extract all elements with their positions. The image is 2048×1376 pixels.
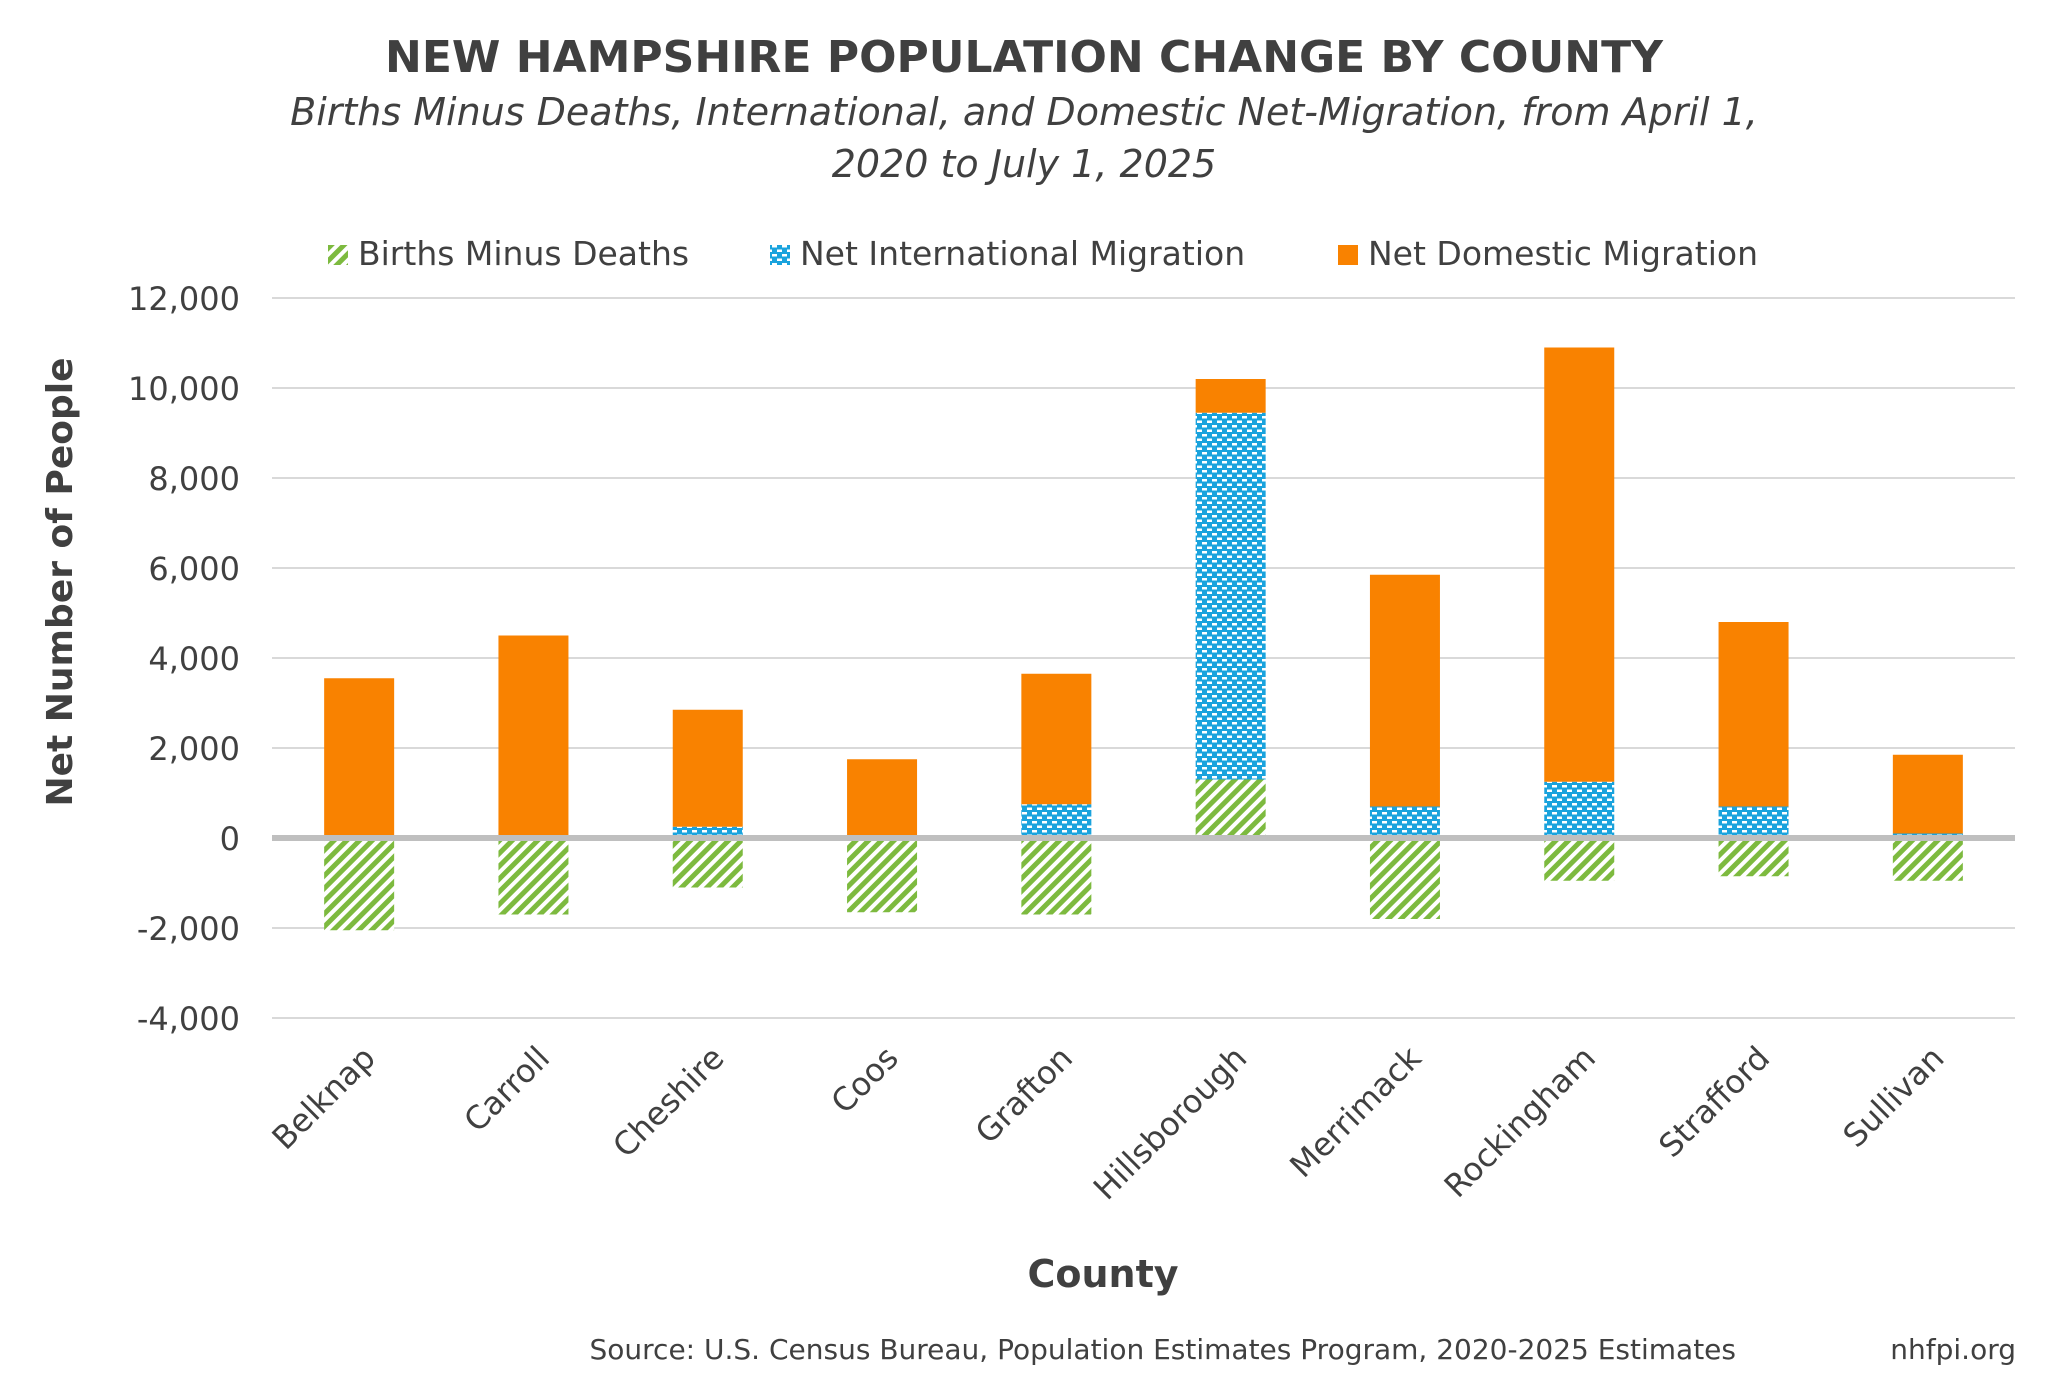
bar-segment [1369,838,1440,919]
bar-segment [1544,347,1615,782]
x-tick-label: Rockingham [1437,1039,1603,1205]
bar-segment [1544,838,1615,881]
x-tick-label: Strafford [1651,1039,1777,1165]
bar-segment [1369,806,1440,838]
bar-segment [672,826,743,838]
y-tick-label: 4,000 [148,640,240,678]
bar-segment [498,635,569,838]
x-tick-label: Cheshire [605,1039,731,1165]
y-tick-label: 0 [220,820,240,858]
bar-segment [1021,804,1092,838]
bar-segment [324,678,395,838]
legend-label: Net International Migration [800,234,1245,273]
bar-segment [1021,673,1092,805]
bar-segment [1718,622,1789,807]
bar-segment [1892,838,1963,881]
chart-subtitle-line-1: Births Minus Deaths, International, and … [290,90,1758,134]
bar-segment [1369,574,1440,807]
bars [272,347,2015,931]
bar-segment [847,759,918,838]
bar-segment [1544,781,1615,838]
chart-title: NEW HAMPSHIRE POPULATION CHANGE BY COUNT… [385,32,1664,83]
x-tick-label: Coos [824,1039,906,1121]
x-tick-label: Sullivan [1835,1039,1951,1155]
bar-segment [1195,779,1266,838]
y-tick-label: 6,000 [148,550,240,588]
legend-swatch [770,245,790,265]
y-tick-label: 10,000 [128,370,240,408]
legend-label: Net Domestic Migration [1368,234,1758,273]
x-tick-label: Grafton [968,1039,1080,1151]
x-axis-label: County [1027,1252,1178,1296]
bar-segment [498,838,569,915]
y-tick-label: -4,000 [137,1000,240,1038]
x-tick-label: Belknap [265,1039,383,1157]
y-tick-label: 12,000 [128,280,240,318]
legend-swatch [328,245,348,265]
y-axis-label: Net Number of People [40,357,81,806]
x-tick-label: Merrimack [1282,1038,1429,1185]
x-tick-label: Hillsborough [1086,1039,1254,1207]
bar-segment [672,838,743,888]
site-credit: nhfpi.org [1890,1333,2016,1366]
bar-segment [1718,838,1789,877]
y-tick-label: 8,000 [148,460,240,498]
legend-swatch [1338,245,1358,265]
y-axis-ticks: 12,000 10,000 8,000 6,000 4,000 2,000 0 -2,000 -… [128,280,240,1038]
bar-segment [672,709,743,827]
bar-segment [847,838,918,913]
bar-segment [1892,754,1963,834]
bar-segment [1718,806,1789,838]
bar-segment [324,838,395,931]
chart-legend: Births Minus Deaths Net International Mig… [328,234,1758,273]
x-tick-label: Carroll [456,1039,557,1140]
y-tick-label: -2,000 [137,910,240,948]
bar-segment [1195,379,1266,413]
source-note: Source: U.S. Census Bureau, Population E… [590,1333,1737,1366]
x-axis-ticks: Belknap Carroll Cheshire Coos Grafton Hillsbo… [265,1038,1952,1207]
bar-segment [1021,838,1092,915]
bar-segment [1195,412,1266,780]
legend-label: Births Minus Deaths [358,234,689,273]
y-tick-label: 2,000 [148,730,240,768]
chart-subtitle-line-2: 2020 to July 1, 2025 [832,142,1216,186]
